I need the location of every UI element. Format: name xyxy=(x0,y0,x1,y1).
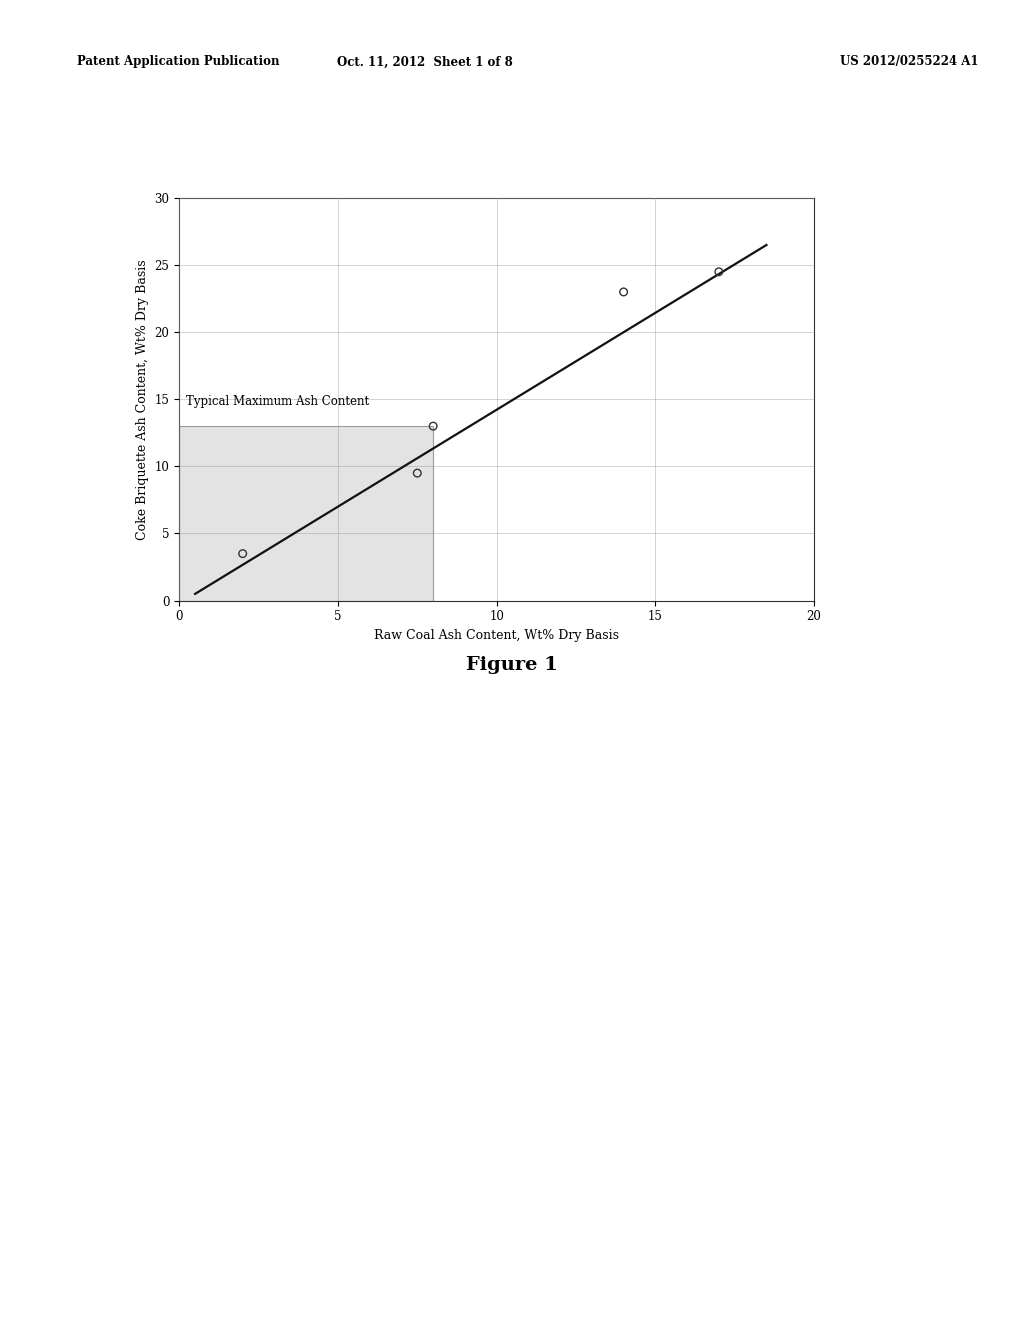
Y-axis label: Coke Briquette Ash Content, Wt% Dry Basis: Coke Briquette Ash Content, Wt% Dry Basi… xyxy=(136,259,148,540)
Point xyxy=(234,543,251,564)
X-axis label: Raw Coal Ash Content, Wt% Dry Basis: Raw Coal Ash Content, Wt% Dry Basis xyxy=(374,628,620,642)
Point xyxy=(615,281,632,302)
Point xyxy=(409,462,426,483)
Bar xyxy=(179,426,433,601)
Text: Patent Application Publication: Patent Application Publication xyxy=(77,55,280,69)
Text: Typical Maximum Ash Content: Typical Maximum Ash Content xyxy=(185,396,369,408)
Text: Figure 1: Figure 1 xyxy=(466,656,558,675)
Point xyxy=(425,416,441,437)
Text: US 2012/0255224 A1: US 2012/0255224 A1 xyxy=(840,55,978,69)
Text: Oct. 11, 2012  Sheet 1 of 8: Oct. 11, 2012 Sheet 1 of 8 xyxy=(337,55,513,69)
Point xyxy=(711,261,727,282)
